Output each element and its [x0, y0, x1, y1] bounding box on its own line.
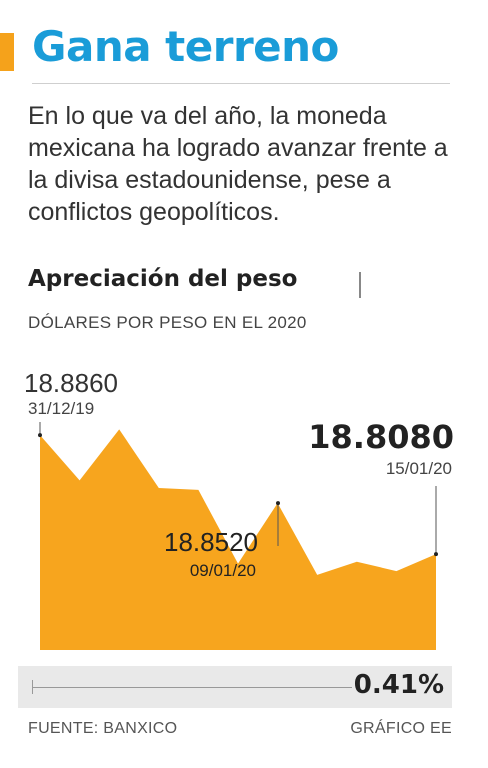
annotation-value: 18.8520 [164, 527, 258, 557]
page-title: Gana terreno [32, 22, 339, 71]
title-accent-bar [0, 33, 14, 71]
range-line [32, 687, 352, 688]
source-label: FUENTE: BANXICO [28, 720, 178, 737]
lead-paragraph: En lo que va del año, la moneda mexicana… [28, 102, 448, 226]
annotation-dot [38, 433, 42, 438]
chart-subtitle: DÓLARES POR PESO EN EL 2020 [28, 313, 307, 332]
change-summary-box: 0.41% [18, 666, 452, 708]
percent-change: 0.41% [353, 670, 444, 700]
annotation-value: 18.8860 [24, 368, 118, 398]
annotation-date: 31/12/19 [28, 399, 94, 418]
annotation-date: 15/01/20 [386, 459, 452, 478]
chart-title: Apreciación del peso [28, 266, 298, 292]
annotation-value: 18.8080 [308, 418, 454, 456]
area-series [40, 429, 436, 650]
title-divider [32, 83, 450, 84]
credit-label: GRÁFICO EE [350, 720, 452, 737]
chart-title-tick [359, 272, 361, 298]
annotation-date: 09/01/20 [190, 561, 256, 580]
annotation-dot [434, 552, 438, 557]
annotation-dot [276, 501, 280, 506]
